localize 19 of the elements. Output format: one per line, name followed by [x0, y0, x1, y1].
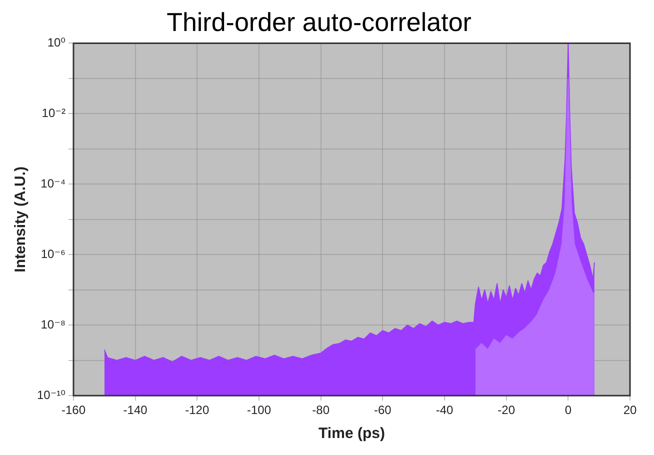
x-axis-title: Time (ps): [318, 425, 385, 442]
x-tick-label: 0: [564, 403, 572, 418]
x-tick-label: -100: [246, 403, 272, 418]
x-tick-label: 20: [623, 403, 637, 418]
x-tick-label: -120: [185, 403, 210, 418]
x-tick-label: -160: [61, 403, 86, 418]
y-axis-title: Intensity (A.U.): [12, 166, 30, 272]
y-tick-label: 10⁻⁴: [40, 176, 66, 190]
y-tick-label: 10⁻²: [42, 106, 66, 120]
y-tick-label: 10⁻⁸: [40, 317, 66, 332]
x-tick-label: -80: [312, 403, 330, 418]
y-tick-label: 10⁻¹⁰: [36, 388, 66, 402]
x-tick-label: -20: [498, 403, 516, 418]
y-tick-label: 10⁰: [47, 36, 66, 50]
x-tick-label: -140: [123, 403, 148, 418]
x-tick-label: -60: [374, 403, 392, 418]
x-tick-label: -40: [436, 403, 454, 418]
y-tick-label: 10⁻⁶: [40, 246, 66, 261]
chart-title: Third-order auto-correlator: [166, 6, 472, 37]
